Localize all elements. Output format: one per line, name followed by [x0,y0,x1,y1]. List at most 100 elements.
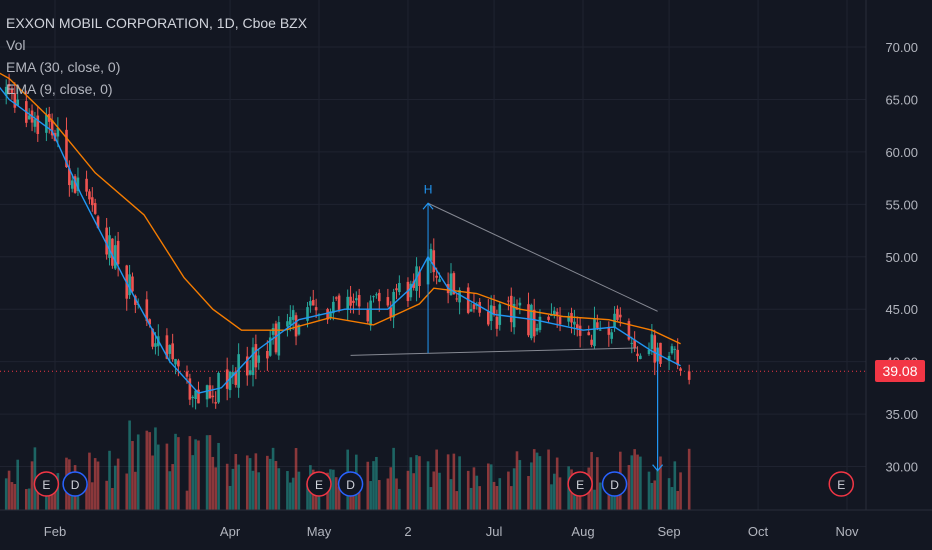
volume-bar [492,481,496,510]
volume-bar [148,432,151,510]
price-axis[interactable]: 70.0065.0060.0055.0050.0045.0040.0035.00… [865,0,932,550]
candle-body [395,288,398,291]
time-tick-label: Aug [571,524,594,539]
candle-body [337,295,341,311]
volume-bar [208,435,212,510]
candle-body [432,250,436,273]
dividend-marker[interactable]: D [337,471,364,497]
volume-bar [412,473,415,510]
volume-bar [386,478,390,510]
volume-bar [27,488,31,510]
ema9-indicator-label[interactable]: EMA (9, close, 0) [6,81,113,97]
candle-body [418,271,421,287]
volume-bar [435,449,438,510]
price-axis-background [866,0,932,550]
volume-bar [438,472,441,510]
candle-body [188,378,192,400]
price-tick-label: 45.00 [885,302,918,317]
volume-bar [673,461,677,510]
candle-body [168,345,172,354]
candle-body [214,402,217,404]
volume-bar [366,461,370,510]
candle-body [73,176,77,193]
volume-bar [36,488,40,510]
candle-body [687,371,691,380]
candle-body [113,245,117,269]
dividend-marker[interactable]: D [62,471,88,497]
time-axis[interactable]: Feb Apr May 2 Jul Aug Sep Oct Nov [0,509,932,550]
candle-body [412,281,415,288]
candle-body [369,300,372,326]
pattern-apex-arrow [422,202,434,210]
candle-body [194,390,197,400]
candle-body [452,273,456,295]
volume-bar [547,449,550,510]
candle-body [91,197,94,206]
candle-body [33,119,37,127]
volume-bar [487,463,490,510]
ema30-indicator-label[interactable]: EMA (30, close, 0) [6,59,121,75]
volume-bar [636,454,639,510]
volume-bar [306,483,309,510]
volume-bar [217,442,220,510]
volume-bar [245,455,249,510]
volume-bar [375,456,378,510]
volume-bar [30,461,34,510]
candle-body [372,296,375,298]
candle-body [93,203,97,214]
candle-body [7,84,11,87]
candle-body [177,360,180,367]
candle-body [294,315,298,337]
candle-body [578,325,582,336]
candle-body [174,358,177,365]
candle-body [596,322,599,328]
time-tick-label: Jul [486,524,503,539]
candle-body [105,227,108,255]
candle-body [616,308,619,320]
volume-bar [297,471,301,510]
volume-bar [509,486,513,510]
volume-bar [446,454,450,510]
candle-body [352,300,355,303]
earnings-marker[interactable]: E [828,471,855,497]
volume-bar [197,440,200,510]
volume-bar [607,490,611,510]
candle-body [610,332,613,339]
candle-body [70,180,74,189]
event-marker-label: E [315,478,323,492]
volume-bar [518,460,522,510]
earnings-marker[interactable]: E [33,471,60,497]
volume-bar [116,458,120,510]
candle-body [567,315,570,322]
candle-body [286,321,289,327]
volume-bar [291,477,295,510]
volume-bar [650,482,654,510]
volume-bar [174,433,177,510]
candle-body [185,371,189,377]
time-tick-label: 2 [404,524,411,539]
candle-body [228,371,232,391]
candle-body [366,309,370,322]
candle-body [639,355,642,359]
volume-bar [177,437,180,510]
candle-body [509,295,513,323]
volume-bar [93,458,97,510]
candle-body [128,274,131,296]
candle-body [409,283,413,298]
volume-bar [185,490,189,510]
candle-body [134,295,137,305]
volume-bar [234,454,238,510]
volume-bars [4,420,691,510]
earnings-marker[interactable]: E [567,471,593,497]
earnings-marker[interactable]: E [306,471,332,497]
candle-body [535,328,539,332]
dividend-marker[interactable]: D [601,471,628,497]
volume-bar [429,487,433,510]
volume-bar [598,482,602,510]
candle-body [647,349,651,355]
volume-indicator-label[interactable]: Vol [6,37,26,53]
candle-body [492,306,496,315]
volume-bar [337,486,341,510]
